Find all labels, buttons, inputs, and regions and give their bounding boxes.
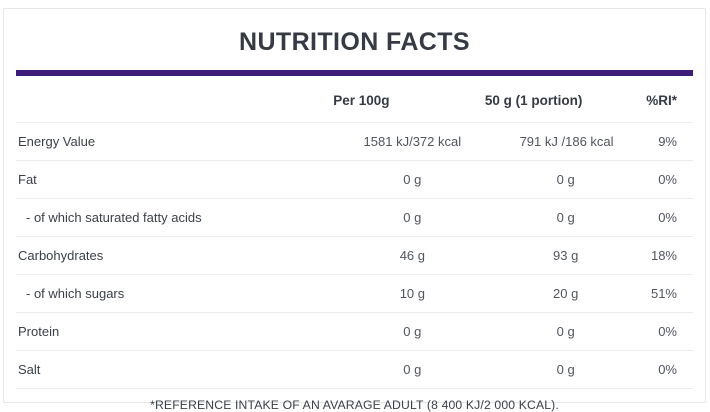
value-per-portion: 0 g (469, 312, 612, 351)
value-per-100g: 0 g (307, 160, 470, 199)
value-ri-percent: 51% (611, 274, 693, 313)
value-per-100g: 46 g (307, 236, 470, 275)
value-per-100g: 0 g (307, 350, 470, 389)
footnote: *REFERENCE INTAKE OF AN AVARAGE ADULT (8… (150, 398, 559, 412)
nutrition-facts-card: NUTRITION FACTS Per 100g 50 g (1 portion… (3, 8, 706, 412)
value-per-portion: 20 g (469, 274, 612, 313)
header-per-portion: 50 g (1 portion) (469, 76, 612, 123)
table-row: - of which sugars 10 g 20 g 51% (16, 274, 693, 313)
value-per-100g: 10 g (307, 274, 470, 313)
table-row: Energy Value 1581 kJ/372 kcal 791 kJ /186 … (16, 122, 693, 161)
value-per-portion: 791 kJ /186 kcal (469, 122, 614, 161)
row-label: Carbohydrates (16, 236, 308, 275)
row-label: Protein (16, 312, 308, 351)
value-ri-percent: 0% (611, 312, 693, 351)
row-label: - of which sugars (16, 274, 308, 313)
value-ri-percent: 18% (611, 236, 693, 275)
table-row: Carbohydrates 46 g 93 g 18% (16, 236, 693, 275)
header-row: Per 100g 50 g (1 portion) %RI* (16, 76, 693, 123)
value-ri-percent: 0% (611, 198, 693, 237)
value-per-portion: 93 g (469, 236, 612, 275)
header-per-100g: Per 100g (307, 76, 470, 123)
header-empty (16, 76, 308, 123)
table-header: Per 100g 50 g (1 portion) %RI* (16, 76, 693, 123)
value-per-portion: 0 g (469, 350, 612, 389)
value-per-100g: 0 g (307, 198, 470, 237)
nutrition-table: Per 100g 50 g (1 portion) %RI* Energy Va… (16, 76, 693, 389)
accent-divider (16, 70, 693, 76)
row-label: - of which saturated fatty acids (16, 198, 308, 237)
value-per-100g: 1581 kJ/372 kcal (307, 122, 470, 161)
value-ri-percent: 0% (611, 350, 693, 389)
value-per-portion: 0 g (469, 160, 612, 199)
header-ri-percent: %RI* (611, 76, 693, 123)
row-label: Fat (16, 160, 308, 199)
value-ri-percent: 9% (611, 122, 693, 161)
value-ri-percent: 0% (611, 160, 693, 199)
value-per-100g: 0 g (307, 312, 470, 351)
page-title: NUTRITION FACTS (239, 28, 470, 56)
value-per-portion: 0 g (469, 198, 612, 237)
row-label: Salt (16, 350, 308, 389)
row-label: Energy Value (16, 122, 308, 161)
table-body: Energy Value 1581 kJ/372 kcal 791 kJ /186 … (16, 122, 693, 389)
